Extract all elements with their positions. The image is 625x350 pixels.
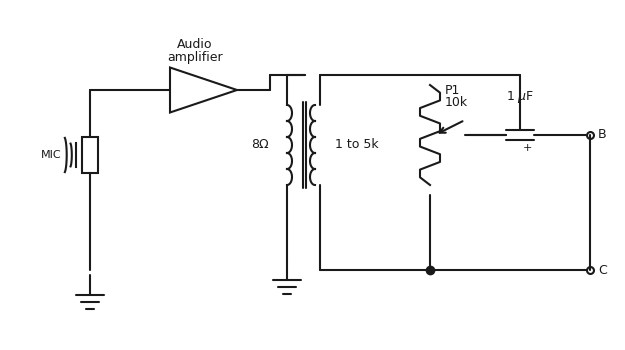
- Text: C: C: [598, 264, 607, 276]
- Text: 10k: 10k: [445, 96, 468, 108]
- Text: MIC: MIC: [41, 150, 62, 160]
- Text: 1 to 5k: 1 to 5k: [335, 139, 379, 152]
- Text: 1 $\mu$F: 1 $\mu$F: [506, 89, 534, 105]
- Text: Audio: Audio: [177, 38, 212, 51]
- Text: amplifier: amplifier: [168, 50, 223, 63]
- Text: +: +: [523, 143, 532, 153]
- Text: P1: P1: [445, 84, 461, 97]
- Text: B: B: [598, 128, 607, 141]
- Text: 8$\Omega$: 8$\Omega$: [251, 139, 270, 152]
- Bar: [82, 137, 98, 173]
